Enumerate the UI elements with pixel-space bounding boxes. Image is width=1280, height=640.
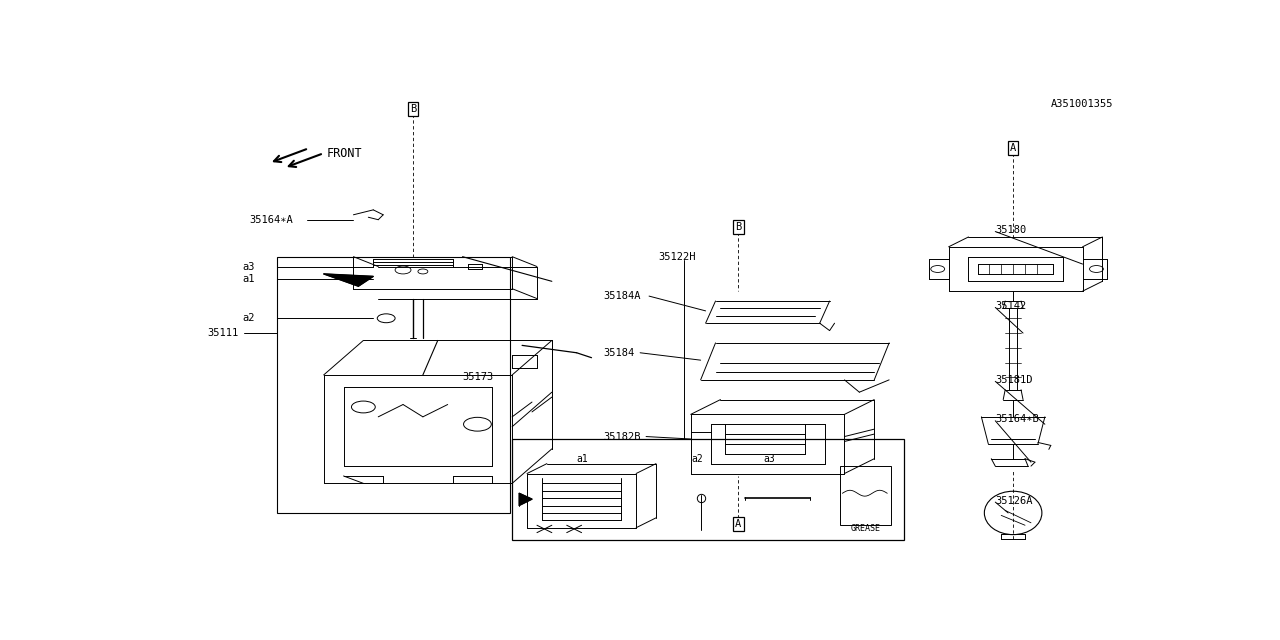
Text: B: B — [410, 104, 416, 114]
Text: A: A — [735, 519, 741, 529]
Bar — [276, 257, 511, 513]
Polygon shape — [324, 274, 374, 286]
Text: a2: a2 — [691, 454, 704, 464]
Text: 35182B: 35182B — [603, 431, 641, 442]
Text: A351001355: A351001355 — [1051, 99, 1114, 109]
Bar — [512, 439, 904, 540]
Text: a1: a1 — [576, 454, 589, 464]
Text: B: B — [735, 222, 741, 232]
Text: a3: a3 — [763, 454, 774, 464]
Ellipse shape — [984, 492, 1042, 534]
Text: 35181D: 35181D — [996, 375, 1033, 385]
Text: 35164∗A: 35164∗A — [250, 214, 293, 225]
Text: a3: a3 — [242, 262, 255, 271]
Text: GREASE: GREASE — [850, 524, 881, 533]
Polygon shape — [520, 493, 532, 506]
Text: 35142: 35142 — [996, 301, 1027, 311]
Text: 35180: 35180 — [996, 225, 1027, 235]
Bar — [840, 466, 891, 525]
Text: 35164∗B: 35164∗B — [996, 414, 1039, 424]
Text: 35173: 35173 — [462, 372, 494, 383]
Text: a2: a2 — [242, 313, 255, 323]
Text: A: A — [1010, 143, 1016, 153]
Text: 35184: 35184 — [603, 348, 635, 358]
Text: 35111: 35111 — [207, 328, 239, 338]
Text: 35126A: 35126A — [996, 495, 1033, 506]
Text: 35122H: 35122H — [658, 252, 695, 262]
Text: a1: a1 — [242, 274, 255, 284]
Text: 35184A: 35184A — [603, 291, 641, 301]
Text: FRONT: FRONT — [326, 147, 362, 160]
